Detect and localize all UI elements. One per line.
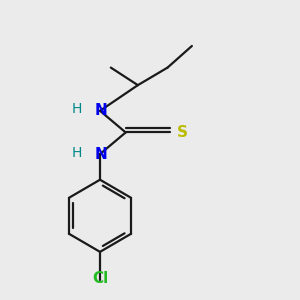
Text: N: N xyxy=(95,103,108,118)
Text: Cl: Cl xyxy=(92,271,108,286)
Text: S: S xyxy=(177,125,188,140)
Text: H: H xyxy=(72,103,82,116)
Text: N: N xyxy=(95,147,108,162)
Text: H: H xyxy=(72,146,82,160)
